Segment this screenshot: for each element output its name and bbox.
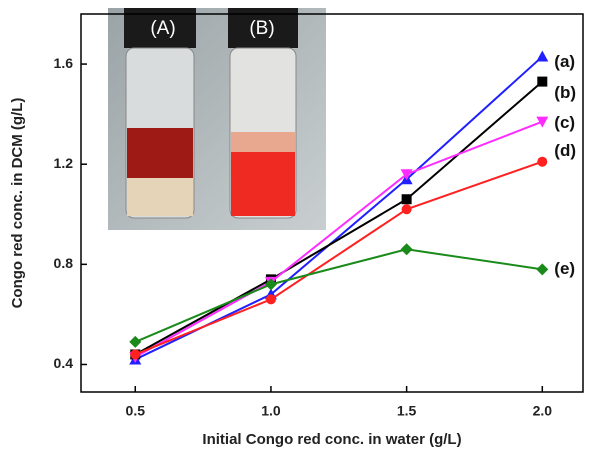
inset-label: (A)	[150, 18, 175, 39]
x-tick-label: 1.5	[397, 403, 417, 419]
y-axis-title: Congo red conc. in DCM (g/L)	[9, 98, 26, 309]
data-point	[401, 243, 413, 255]
chart: (A) (B) Initial Congo red conc. in water…	[0, 0, 597, 459]
x-tick-label: 2.0	[533, 403, 553, 419]
data-point	[130, 349, 140, 359]
series-label: (d)	[554, 141, 576, 160]
x-tick-label: 0.5	[126, 403, 146, 419]
y-tick-label: 1.6	[54, 55, 74, 71]
data-point	[402, 204, 412, 214]
data-point	[536, 51, 548, 62]
series-line	[135, 249, 542, 342]
data-point	[129, 336, 141, 348]
inset-photo	[108, 8, 326, 230]
y-tick-label: 0.4	[54, 355, 74, 371]
data-point	[536, 263, 548, 275]
data-point	[402, 194, 412, 204]
data-point	[536, 117, 548, 128]
data-point	[266, 294, 276, 304]
x-axis-title: Initial Congo red conc. in water (g/L)	[202, 431, 461, 448]
data-point	[537, 77, 547, 87]
inset-label: (B)	[249, 18, 274, 39]
series-label: (e)	[554, 259, 575, 278]
series-label: (c)	[554, 113, 575, 132]
series-label: (a)	[554, 52, 575, 71]
y-tick-label: 1.2	[54, 155, 74, 171]
x-tick-label: 1.0	[261, 403, 281, 419]
data-point	[537, 157, 547, 167]
series-label: (b)	[554, 83, 576, 102]
y-tick-label: 0.8	[54, 255, 74, 271]
